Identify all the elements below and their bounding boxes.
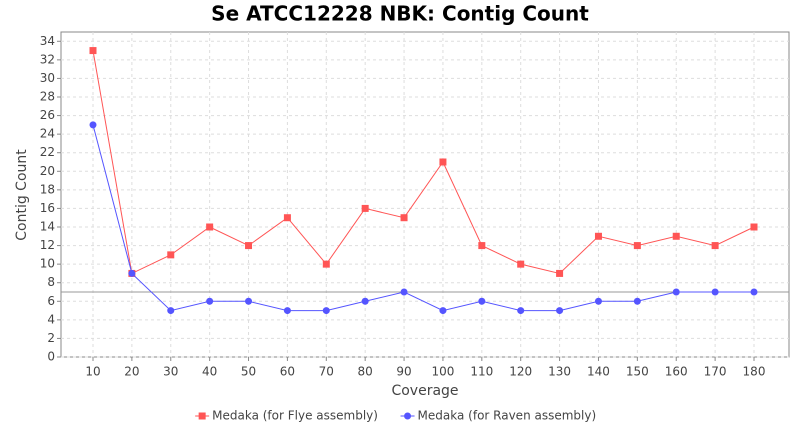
- x-tick-label: 120: [509, 365, 532, 379]
- y-tick-label: 22: [40, 145, 55, 159]
- data-point: [750, 223, 758, 231]
- y-tick-label: 26: [40, 108, 55, 122]
- y-tick-label: 32: [40, 52, 55, 66]
- y-tick-label: 28: [40, 90, 55, 104]
- data-point: [711, 288, 719, 296]
- x-tick-label: 10: [85, 365, 100, 379]
- data-point: [128, 269, 136, 277]
- y-axis-label: Contig Count: [14, 149, 30, 241]
- data-point: [283, 307, 291, 315]
- x-tick-label: 140: [587, 365, 610, 379]
- data-point: [594, 297, 602, 305]
- legend-marker: [198, 412, 206, 420]
- data-point: [478, 297, 486, 305]
- x-tick-label: 40: [202, 365, 217, 379]
- x-tick-label: 70: [319, 365, 334, 379]
- y-tick-label: 24: [40, 127, 55, 141]
- data-point: [400, 214, 408, 222]
- x-tick-label: 110: [470, 365, 493, 379]
- plot-area: [60, 31, 790, 358]
- y-tick-label: 30: [40, 71, 55, 85]
- data-point: [556, 307, 564, 315]
- y-tick-label: 20: [40, 164, 55, 178]
- y-tick-label: 18: [40, 182, 55, 196]
- x-tick-label: 80: [358, 365, 373, 379]
- data-point: [633, 297, 641, 305]
- y-tick-label: 10: [40, 257, 55, 271]
- data-point: [206, 223, 214, 231]
- data-point: [633, 242, 641, 250]
- data-point: [89, 47, 97, 55]
- data-point: [400, 288, 408, 296]
- x-tick-label: 170: [704, 365, 727, 379]
- data-point: [167, 251, 175, 259]
- data-point: [167, 307, 175, 315]
- data-point: [361, 204, 369, 212]
- x-tick-label: 130: [548, 365, 571, 379]
- y-tick-label: 2: [47, 331, 55, 345]
- y-tick-label: 0: [47, 350, 55, 364]
- x-tick-label: 30: [163, 365, 178, 379]
- x-tick-label: 150: [626, 365, 649, 379]
- x-tick-label: 90: [396, 365, 411, 379]
- series-line: [92, 50, 755, 275]
- data-point: [594, 232, 602, 240]
- data-point: [517, 260, 525, 268]
- data-point: [322, 307, 330, 315]
- data-point: [322, 260, 330, 268]
- x-tick-label: 20: [124, 365, 139, 379]
- data-point: [206, 297, 214, 305]
- data-point: [283, 214, 291, 222]
- data-point: [89, 121, 97, 129]
- data-point: [245, 242, 253, 250]
- data-point: [478, 242, 486, 250]
- y-tick-label: 12: [40, 238, 55, 252]
- chart-title: Se ATCC12228 NBK: Contig Count: [211, 2, 589, 26]
- series-line: [92, 124, 754, 312]
- data-point: [245, 297, 253, 305]
- x-axis-label: Coverage: [391, 383, 458, 399]
- data-point: [439, 307, 447, 315]
- x-tick-label: 50: [241, 365, 256, 379]
- data-point: [672, 288, 680, 296]
- legend-label: Medaka (for Raven assembly): [418, 409, 597, 423]
- y-tick-label: 8: [47, 275, 55, 289]
- x-tick-label: 180: [743, 365, 766, 379]
- x-tick-label: 100: [431, 365, 454, 379]
- y-tick-label: 16: [40, 201, 55, 215]
- y-tick-label: 34: [40, 34, 55, 48]
- data-point: [556, 269, 564, 277]
- y-tick-label: 14: [40, 220, 55, 234]
- x-tick-label: 160: [665, 365, 688, 379]
- legend-marker: [404, 412, 412, 420]
- y-tick-label: 6: [47, 294, 55, 308]
- y-tick-label: 4: [47, 312, 55, 326]
- data-point: [711, 242, 719, 250]
- data-point: [361, 297, 369, 305]
- data-point: [672, 232, 680, 240]
- data-point: [750, 288, 758, 296]
- data-point: [517, 307, 525, 315]
- data-point: [439, 158, 447, 166]
- x-tick-label: 60: [280, 365, 295, 379]
- legend-label: Medaka (for Flye assembly): [212, 409, 378, 423]
